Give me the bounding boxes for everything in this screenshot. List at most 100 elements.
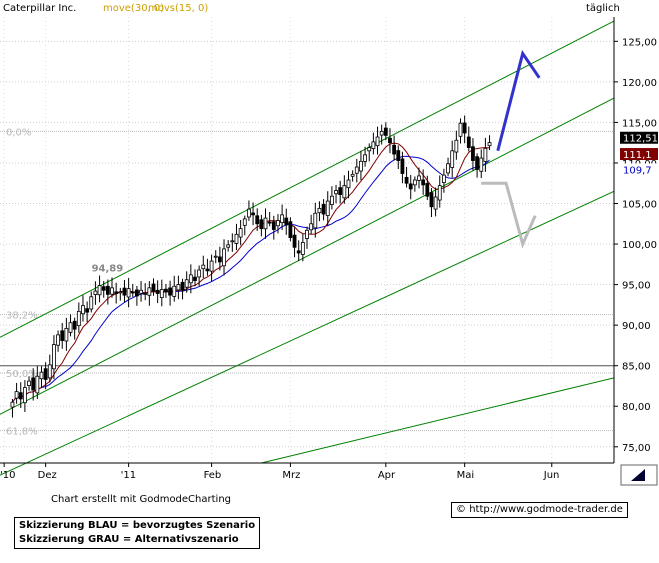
candle-body xyxy=(400,158,405,174)
candle-body xyxy=(139,289,143,294)
candle-body xyxy=(271,221,276,230)
candle-body xyxy=(242,218,247,226)
candle-body xyxy=(31,377,36,391)
scenario-legend: Skizzierung BLAU = bevorzugtes Szenario … xyxy=(14,517,261,549)
source-url[interactable]: http://www.godmode-trader.de xyxy=(469,504,623,515)
candle-body xyxy=(251,212,255,216)
candle-body xyxy=(164,288,168,293)
candle-body xyxy=(234,233,239,244)
candle-body xyxy=(230,240,235,243)
candle-body xyxy=(130,291,135,294)
legend-blue: Skizzierung BLAU = bevorzugtes Szenario xyxy=(19,520,256,531)
candle-body xyxy=(222,248,226,267)
y-tick-label: 120,00 xyxy=(622,78,657,89)
trend-channel-line xyxy=(261,377,615,464)
candle-body xyxy=(135,289,139,297)
candle-body xyxy=(429,192,434,208)
candle-body xyxy=(151,283,156,292)
ma30-tag-box xyxy=(620,148,658,161)
candle-body xyxy=(76,310,81,327)
candle-body xyxy=(172,285,177,297)
candle-layer: 94,89 xyxy=(10,115,492,418)
y-tick-label: 90,00 xyxy=(622,321,651,332)
candle-body xyxy=(159,289,164,298)
moving-average-layer xyxy=(12,142,490,403)
candle-body xyxy=(433,196,438,210)
candle-body xyxy=(346,179,351,189)
candle-body xyxy=(338,187,343,195)
candle-body xyxy=(354,166,359,174)
candle-body xyxy=(201,264,206,270)
symbol-title: Caterpillar Inc. xyxy=(3,3,76,14)
candle-body xyxy=(317,207,322,214)
candle-body xyxy=(321,204,326,215)
source-link[interactable]: © http://www.godmode-trader.de xyxy=(451,502,628,518)
x-tick-label: Apr xyxy=(378,470,396,481)
candle-body xyxy=(81,305,85,315)
candle-body xyxy=(396,150,401,161)
candle-body xyxy=(383,127,388,136)
x-tick-label: '10 xyxy=(0,470,15,481)
scroll-arrow-icon xyxy=(631,469,645,481)
candle-body xyxy=(197,269,202,278)
candle-body xyxy=(342,185,347,199)
y-tick-label: 85,00 xyxy=(622,362,651,373)
high-label: 94,89 xyxy=(92,263,124,274)
y-tick-label: 125,00 xyxy=(622,37,657,48)
candle-body xyxy=(446,163,450,174)
candle-body xyxy=(114,291,119,294)
candle-body xyxy=(89,296,94,310)
candle-body xyxy=(379,130,384,136)
candle-body xyxy=(276,220,280,227)
candle-body xyxy=(450,150,455,168)
candle-body xyxy=(143,293,148,295)
candle-body xyxy=(105,285,110,295)
candle-body xyxy=(375,136,380,147)
candle-body xyxy=(471,146,475,161)
candle-body xyxy=(425,183,430,197)
y-tick-label: 105,00 xyxy=(622,200,657,211)
candle-body xyxy=(296,250,301,254)
legend-grey: Skizzierung GRAU = Alternativszenario xyxy=(19,534,239,545)
candle-body xyxy=(437,185,442,201)
candle-body xyxy=(259,219,264,230)
candle-body xyxy=(247,208,251,218)
ma15-tag-label: 109,7 xyxy=(623,165,652,176)
axes-layer: 75,0080,0085,0090,0095,00100,00105,00110… xyxy=(0,17,657,481)
candle-body xyxy=(392,144,397,155)
candle-body xyxy=(126,288,131,298)
candle-body xyxy=(288,221,293,238)
scenario-layer xyxy=(481,49,541,249)
candle-body xyxy=(188,274,193,284)
candle-body xyxy=(35,375,40,394)
candle-body xyxy=(371,141,376,149)
candle-body xyxy=(483,147,488,162)
last-close-tag-box xyxy=(620,131,658,144)
ma30-legend-label: move(30, 0) xyxy=(103,3,164,14)
x-tick-label: Dez xyxy=(38,470,57,481)
candle-body xyxy=(180,281,185,291)
candle-body xyxy=(292,234,297,248)
candle-body xyxy=(305,229,309,239)
candle-body xyxy=(412,179,417,186)
candle-body xyxy=(209,260,214,272)
price-tags-layer: 112,51 111,1 109,7 xyxy=(620,131,658,176)
y-tick-label: 95,00 xyxy=(622,281,651,292)
candle-body xyxy=(300,242,305,255)
candle-body xyxy=(47,364,52,379)
fib-label: 0,0% xyxy=(6,127,31,138)
candle-body xyxy=(329,195,334,205)
candle-body xyxy=(118,291,123,294)
candle-body xyxy=(487,142,492,147)
candle-body xyxy=(14,391,19,399)
candle-body xyxy=(388,137,392,144)
candle-body xyxy=(284,217,289,225)
x-tick-label: '11 xyxy=(121,470,136,481)
candle-body xyxy=(101,286,106,291)
trend-channel-line xyxy=(0,97,615,415)
candle-body xyxy=(462,122,467,134)
interval-label: täglich xyxy=(586,3,620,14)
candle-body xyxy=(72,320,77,330)
copyright-icon: © xyxy=(456,504,466,515)
trend-channel-line xyxy=(0,190,615,476)
